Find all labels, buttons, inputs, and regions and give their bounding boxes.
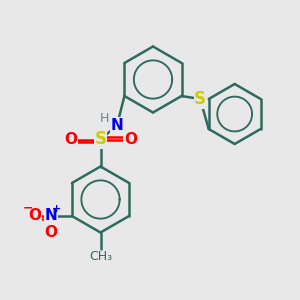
Text: CH₃: CH₃ xyxy=(89,250,112,263)
Text: O: O xyxy=(64,132,77,147)
Text: O: O xyxy=(44,225,57,240)
Text: S: S xyxy=(94,130,106,148)
Text: N: N xyxy=(111,118,123,133)
Text: N: N xyxy=(44,208,57,224)
Text: O: O xyxy=(28,208,41,224)
Text: −: − xyxy=(22,202,33,215)
Text: S: S xyxy=(194,90,206,108)
Text: +: + xyxy=(52,203,61,214)
Text: O: O xyxy=(124,132,137,147)
Text: H: H xyxy=(100,112,109,125)
